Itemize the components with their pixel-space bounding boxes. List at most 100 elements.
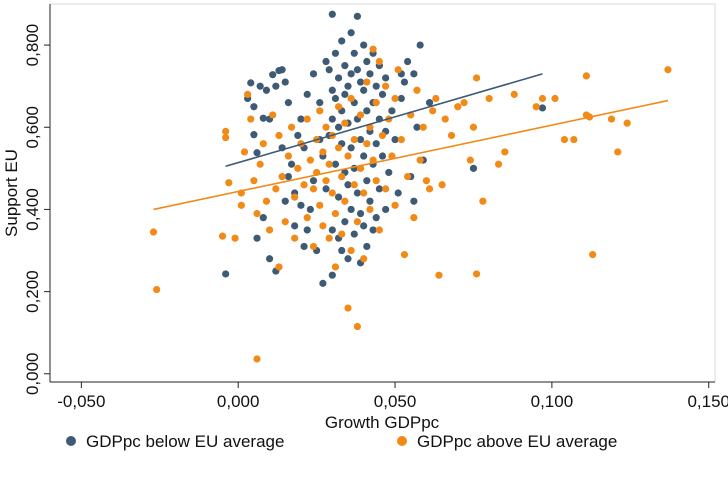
data-point-above [237, 201, 245, 209]
data-point-below [269, 71, 277, 79]
data-point-below [347, 29, 355, 37]
data-point-below [356, 78, 365, 86]
data-point-below [303, 90, 311, 98]
data-point-below [360, 41, 368, 49]
data-point-below [366, 70, 374, 78]
data-point-below [300, 242, 308, 251]
data-point-above [416, 156, 424, 164]
data-point-above [469, 123, 478, 131]
data-point-above [347, 246, 355, 255]
data-point-above [319, 222, 327, 230]
data-point-above [363, 140, 371, 148]
data-point-below [538, 104, 547, 112]
y-tick-label: 0,800 [23, 24, 42, 67]
data-point-below [322, 185, 330, 193]
data-point-below [363, 177, 371, 185]
data-point-above [391, 94, 399, 103]
data-point-below [334, 193, 343, 201]
data-point-above [309, 242, 318, 251]
data-point-above [551, 94, 559, 103]
data-point-above [262, 197, 271, 205]
data-point-above [287, 123, 296, 131]
data-point-above [269, 111, 277, 119]
legend-label-above: GDPpc above EU average [417, 432, 617, 451]
data-point-above [291, 193, 299, 201]
data-point-below [262, 86, 271, 94]
data-point-below [369, 226, 377, 234]
data-point-below [309, 177, 318, 185]
data-point-below [413, 123, 421, 131]
data-point-above [460, 99, 468, 107]
data-points [149, 10, 672, 363]
data-point-below [394, 189, 402, 197]
data-point-above [485, 94, 493, 103]
data-point-below [328, 226, 336, 234]
data-point-below [363, 107, 371, 115]
data-point-above [353, 322, 362, 331]
data-point-below [388, 107, 396, 115]
data-point-above [303, 214, 311, 222]
data-point-below [344, 181, 352, 189]
data-point-above [360, 255, 368, 263]
data-point-above [306, 156, 314, 164]
data-point-above [360, 189, 368, 197]
data-point-below [372, 82, 380, 90]
data-point-below [378, 152, 387, 160]
data-point-above [582, 72, 590, 80]
data-point-below [309, 70, 318, 78]
data-point-above [281, 218, 289, 226]
data-point-above [265, 226, 274, 234]
data-point-below [341, 218, 349, 226]
data-point-above [303, 115, 311, 123]
data-point-below [281, 197, 289, 205]
x-tick-label: 0,100 [531, 392, 574, 411]
data-point-above [341, 119, 349, 127]
data-point-below [306, 205, 314, 214]
data-point-above [391, 201, 399, 209]
data-point-above [338, 172, 346, 181]
data-point-below [356, 209, 365, 218]
data-point-below [360, 86, 368, 94]
x-axis-title: Growth GDPpc [325, 413, 440, 432]
data-point-above [325, 160, 333, 168]
data-point-below [222, 270, 230, 278]
data-point-above [316, 201, 324, 209]
data-point-above [350, 135, 358, 144]
data-point-below [297, 201, 305, 209]
data-point-above [253, 355, 261, 363]
data-point-above [309, 185, 318, 193]
data-point-above [319, 148, 327, 156]
data-point-above [454, 103, 462, 111]
data-point-below [347, 144, 355, 152]
data-point-below [363, 57, 371, 66]
data-point-below [353, 12, 362, 20]
data-point-above [473, 270, 481, 278]
data-point-below [347, 70, 355, 78]
data-point-below [294, 131, 302, 140]
data-point-below [297, 115, 305, 123]
data-point-above [272, 185, 280, 193]
data-point-below [360, 222, 368, 230]
x-tick-label: 0,000 [217, 392, 260, 411]
data-point-above [259, 140, 267, 148]
data-point-below [259, 214, 267, 222]
data-point-above [466, 156, 474, 164]
data-point-below [344, 82, 352, 90]
data-point-above [363, 78, 371, 86]
data-point-below [278, 66, 286, 74]
data-point-below [391, 135, 399, 144]
data-point-below [372, 214, 380, 222]
data-point-below [322, 57, 330, 66]
data-point-above [369, 45, 377, 53]
data-point-above [400, 251, 409, 259]
data-point-above [275, 263, 283, 271]
data-point-below [331, 49, 340, 57]
data-point-below [253, 234, 261, 242]
data-point-below [378, 90, 387, 98]
data-point-below [284, 172, 292, 181]
legend-label-below: GDPpc below EU average [86, 432, 284, 451]
data-point-below [410, 70, 418, 78]
fit-line-above [153, 99, 669, 211]
data-point-above [331, 263, 340, 271]
